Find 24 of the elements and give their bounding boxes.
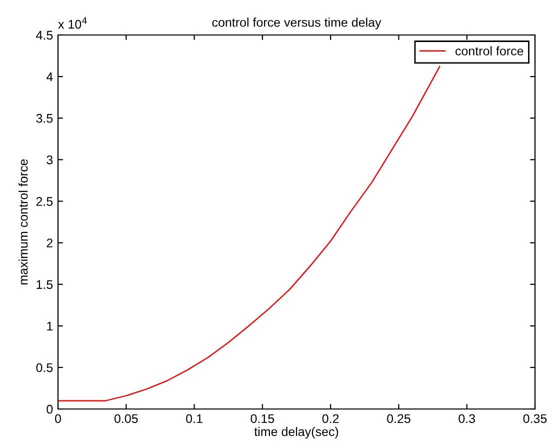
text: x 10$^{4}$ [58, 17, 87, 29]
x-tick-label: 0.25 [387, 414, 410, 424]
y-tick-label: 2 [46, 238, 53, 248]
x-tick-label: 0.05 [114, 414, 138, 424]
y-tick-label: 3 [46, 155, 53, 164]
y-tick-label: 4.5 [36, 30, 53, 40]
y-tick-label: 0 [46, 404, 53, 414]
y-tick-label: 1.5 [36, 280, 53, 289]
legend-label: control force [456, 46, 524, 56]
chart-title: control force versus time delay [212, 18, 382, 30]
x-tick-label: 0.35 [523, 414, 547, 424]
x-axis-title: time delay(sec) [254, 426, 338, 439]
y-axis-title: maximum control force [18, 159, 28, 284]
x-tick-label: 0 [55, 414, 61, 424]
x-tick-label: 0.3 [458, 414, 475, 424]
y-tick-label: 1 [47, 322, 53, 330]
x-tick-label: 0.1 [186, 414, 202, 424]
line-series [58, 66, 440, 402]
y-tick-label: 0.5 [36, 363, 53, 372]
y-tick-label: 4 [46, 72, 53, 82]
x-tick-label: 0.2 [322, 414, 339, 424]
y-tick-label: 3.5 [36, 114, 53, 123]
y-tick-label: 2.5 [36, 197, 53, 206]
x-tick-label: 0.15 [250, 414, 274, 424]
